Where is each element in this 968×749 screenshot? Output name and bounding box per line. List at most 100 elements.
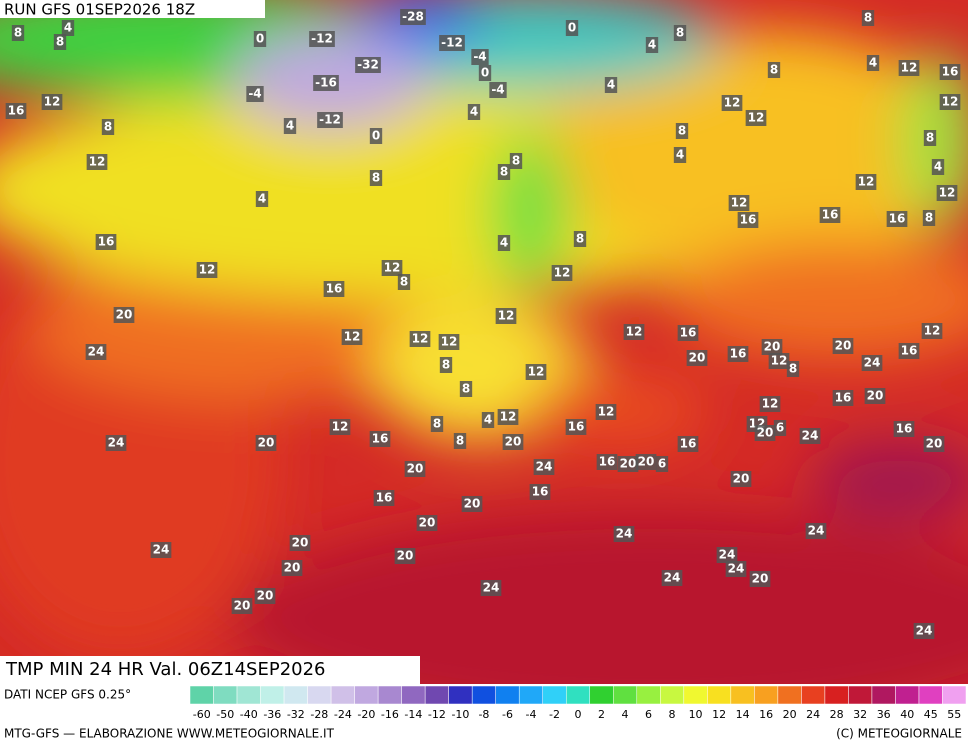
map-label-box — [255, 435, 277, 451]
map-label: 12 — [498, 309, 515, 323]
map-label: 12 — [89, 155, 106, 169]
map-label-box — [394, 548, 416, 564]
map-label: 12 — [626, 325, 643, 339]
legend-swatch — [330, 685, 355, 705]
map-label-box — [677, 436, 699, 452]
legend-label: -40 — [240, 708, 258, 721]
map-label: 20 — [867, 389, 884, 403]
map-label: 8 — [372, 171, 380, 185]
map-label-box — [105, 435, 127, 451]
legend-label: -24 — [334, 708, 352, 721]
map-label-box — [645, 37, 659, 53]
map-label-box — [61, 20, 75, 36]
legend-swatch — [683, 685, 708, 705]
map-label: 16 — [372, 432, 389, 446]
map-label: 12 — [441, 335, 458, 349]
legend-swatch — [636, 685, 661, 705]
map-label: 4 — [869, 56, 877, 70]
map-label-box — [861, 10, 875, 26]
map-label-box — [254, 588, 276, 604]
map-label: 20 — [234, 599, 251, 613]
legend-swatch — [565, 685, 591, 705]
map-label-box — [400, 9, 426, 25]
map-label-box — [329, 419, 351, 435]
map-label-box — [939, 94, 961, 110]
map-label: 4 — [607, 78, 615, 92]
map-label: 12 — [500, 410, 517, 424]
map-label-box — [369, 431, 391, 447]
map-label: 12 — [724, 96, 741, 110]
map-label: 8 — [14, 26, 22, 40]
legend-swatch — [495, 685, 520, 705]
legend-label: -14 — [404, 708, 422, 721]
map-label: 20 — [284, 561, 301, 575]
map-label: 24 — [719, 548, 736, 562]
map-label: 8 — [104, 120, 112, 134]
map-label-box — [893, 421, 915, 437]
map-label: 12 — [384, 261, 401, 275]
map-label-box — [675, 123, 689, 139]
legend-label: -12 — [428, 708, 446, 721]
map-label-box — [369, 128, 383, 144]
map-label-box — [864, 388, 886, 404]
legend-swatch — [377, 685, 402, 705]
map-label: 8 — [678, 124, 686, 138]
map-label: 4 — [648, 38, 656, 52]
map-label-box — [923, 130, 937, 146]
map-label-box — [439, 357, 453, 373]
map-label: 24 — [153, 543, 170, 557]
map-label-box — [529, 484, 551, 500]
map-label-box — [604, 77, 618, 93]
map-label-box — [323, 281, 345, 297]
map-label-box — [655, 456, 669, 472]
map-label-box — [438, 334, 460, 350]
map-label-box — [86, 154, 108, 170]
map-label-box — [855, 174, 877, 190]
map-label-box — [773, 420, 787, 436]
map-label-box — [617, 456, 639, 472]
map-label-box — [673, 25, 687, 41]
map-label-box — [673, 147, 687, 163]
map-label: 8 — [789, 362, 797, 376]
map-label: 16 — [740, 213, 757, 227]
map-label: 8 — [442, 358, 450, 372]
map-label-box — [923, 436, 945, 452]
map-label-box — [939, 64, 961, 80]
map-label-box — [341, 329, 363, 345]
legend-label: 45 — [924, 708, 938, 721]
map-label-box — [866, 55, 880, 71]
map-label-box — [397, 274, 411, 290]
map-label: 12 — [731, 196, 748, 210]
map-label-box — [525, 364, 547, 380]
map-label: 0 — [568, 21, 576, 35]
map-label: 20 — [116, 308, 133, 322]
legend-swatch — [895, 685, 920, 705]
map-label-box — [565, 20, 579, 36]
temperature-field — [0, 0, 968, 684]
legend-swatch — [942, 685, 967, 705]
map-label: 20 — [638, 455, 655, 469]
legend-swatch — [518, 685, 543, 705]
map-label-box — [677, 325, 699, 341]
map-label: 8 — [400, 275, 408, 289]
legend-label: -6 — [502, 708, 513, 721]
map-label-box — [623, 324, 645, 340]
legend-swatch — [801, 685, 826, 705]
map-label: 8 — [500, 165, 508, 179]
map-label: 8 — [56, 35, 64, 49]
map-label: 16 — [8, 104, 25, 118]
map-label-box — [309, 31, 335, 47]
legend-swatch — [307, 685, 332, 705]
map-label-box — [283, 118, 297, 134]
map-label-box — [453, 433, 467, 449]
map-label-box — [716, 547, 738, 563]
map-label: -4 — [248, 87, 261, 101]
map-label: 24 — [536, 460, 553, 474]
legend-swatch — [660, 685, 685, 705]
map-label-box — [478, 65, 492, 81]
legend-label: 20 — [783, 708, 797, 721]
legend-swatch — [918, 685, 943, 705]
map-label-box — [480, 580, 502, 596]
map-label-box — [381, 260, 403, 276]
